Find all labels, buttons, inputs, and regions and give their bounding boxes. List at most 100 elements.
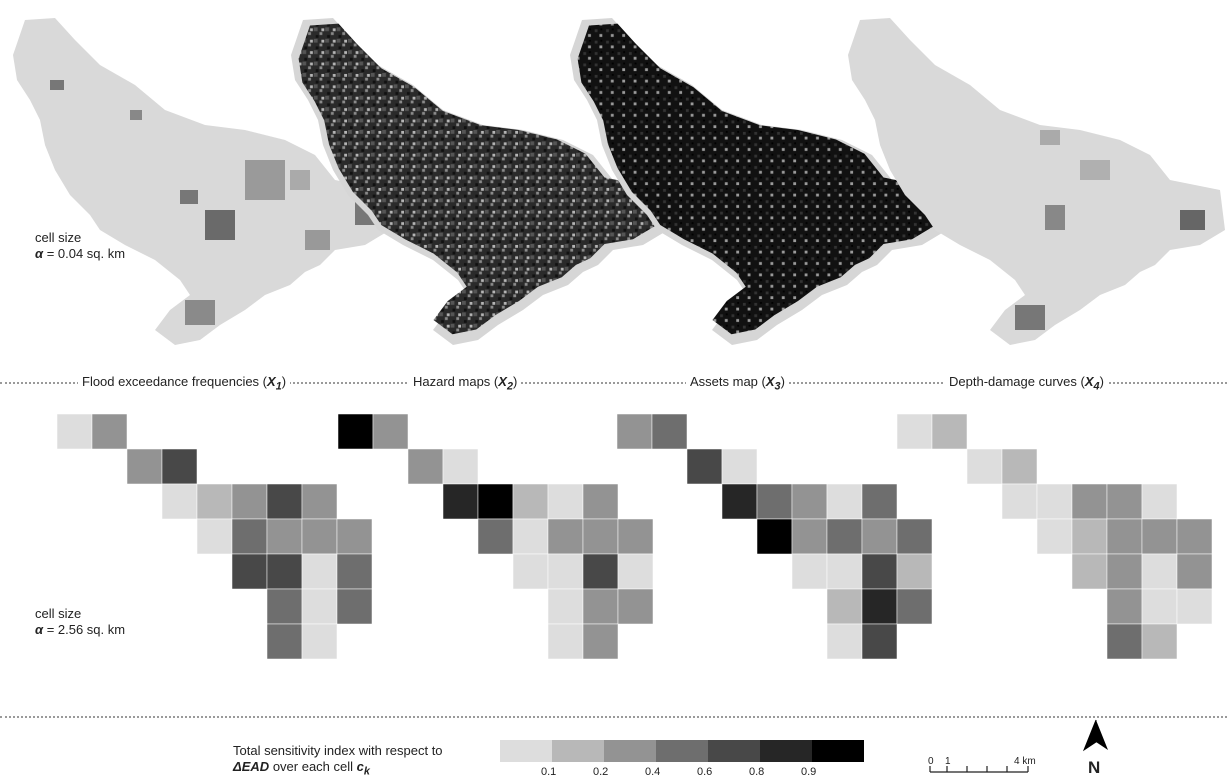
grid-cell xyxy=(266,623,303,660)
grid-cell xyxy=(721,448,758,485)
panel-title-x4: Depth-damage curves (X4) xyxy=(945,374,1108,393)
fine-map-x4 xyxy=(848,18,1225,345)
grid-cell xyxy=(826,553,863,590)
grid-cell xyxy=(512,553,549,590)
grid-cell xyxy=(1141,623,1178,660)
grid-cell xyxy=(231,483,268,520)
grid-cell xyxy=(896,588,933,625)
panel-title-x2: Hazard maps (X2) xyxy=(409,374,522,393)
coarse-grid-x2 xyxy=(337,413,654,660)
grid-cell xyxy=(547,553,584,590)
scale-label-1: 1 xyxy=(945,756,951,767)
grid-cell xyxy=(1141,588,1178,625)
grid-cell xyxy=(1106,518,1143,555)
grid-cell xyxy=(512,483,549,520)
grid-cell xyxy=(266,588,303,625)
grid-cell xyxy=(791,483,828,520)
panel-title-x3: Assets map (X3) xyxy=(686,374,789,393)
grid-cell xyxy=(547,623,584,660)
grid-cell xyxy=(582,518,619,555)
legend-colorbar xyxy=(500,740,864,762)
grid-cell xyxy=(161,448,198,485)
grid-cell xyxy=(442,448,479,485)
grid-cell xyxy=(266,553,303,590)
grid-cell xyxy=(336,518,373,555)
coarse-alpha-label: α = 2.56 sq. km xyxy=(35,622,126,637)
grid-cell xyxy=(547,518,584,555)
grid-cell xyxy=(196,483,233,520)
grid-cell xyxy=(582,588,619,625)
grid-cell xyxy=(337,413,374,450)
grid-cell xyxy=(826,483,863,520)
grid-cell xyxy=(617,518,654,555)
grid-cell xyxy=(301,623,338,660)
grid-cell xyxy=(1106,623,1143,660)
scale-label-4km: 4 km xyxy=(1014,756,1036,767)
grid-cell xyxy=(512,518,549,555)
grid-cell xyxy=(547,588,584,625)
legend-tick: 0.8 xyxy=(749,766,765,778)
north-label: N xyxy=(1088,758,1101,777)
grid-cell xyxy=(231,518,268,555)
grid-cell xyxy=(826,623,863,660)
grid-cell xyxy=(1036,518,1073,555)
grid-cell xyxy=(651,413,688,450)
grid-cell xyxy=(1036,483,1073,520)
grid-cell xyxy=(336,588,373,625)
legend-tick: 0.6 xyxy=(697,766,713,778)
grid-cell xyxy=(861,518,898,555)
legend-tick: 0.1 xyxy=(541,766,557,778)
grid-cell xyxy=(861,588,898,625)
grid-cell xyxy=(1071,518,1108,555)
grid-cell xyxy=(1141,553,1178,590)
grid-cell xyxy=(582,483,619,520)
grid-cell xyxy=(442,483,479,520)
grid-cell xyxy=(1071,553,1108,590)
grid-cell xyxy=(336,553,373,590)
grid-cell xyxy=(301,518,338,555)
grid-cell xyxy=(896,413,933,450)
grid-cell xyxy=(1001,448,1038,485)
grid-cell xyxy=(126,448,163,485)
grid-cell xyxy=(91,413,128,450)
grid-cell xyxy=(301,483,338,520)
grid-cell xyxy=(791,518,828,555)
legend-tick: 0.2 xyxy=(593,766,609,778)
coarse-grid-x1 xyxy=(56,413,373,660)
grid-cell xyxy=(616,413,653,450)
legend-separator xyxy=(0,716,1227,718)
grid-cell xyxy=(1141,518,1178,555)
grid-cell xyxy=(301,588,338,625)
grid-cell xyxy=(861,483,898,520)
legend-swatch xyxy=(708,740,760,762)
grid-cell xyxy=(266,518,303,555)
legend-swatch xyxy=(500,740,552,762)
grid-cell xyxy=(791,553,828,590)
coarse-cell-size-label: cell size xyxy=(35,606,82,621)
scale-bar xyxy=(929,766,1029,773)
grid-cell xyxy=(826,518,863,555)
grid-cell xyxy=(1176,518,1213,555)
grid-cell xyxy=(1071,483,1108,520)
panel-title-separator xyxy=(0,382,1227,384)
grid-cell xyxy=(721,483,758,520)
grid-cell xyxy=(1176,588,1213,625)
legend-swatch xyxy=(760,740,812,762)
grid-cell xyxy=(547,483,584,520)
grid-cell xyxy=(477,518,514,555)
grid-cell xyxy=(161,483,198,520)
grid-cell xyxy=(582,623,619,660)
grid-cell xyxy=(1141,483,1178,520)
grid-cell xyxy=(861,623,898,660)
grid-cell xyxy=(896,518,933,555)
panel-title-x1: Flood exceedance frequencies (X1) xyxy=(78,374,291,393)
grid-cell xyxy=(266,483,303,520)
legend-tick: 0.4 xyxy=(645,766,661,778)
grid-cell xyxy=(861,553,898,590)
grid-cell xyxy=(582,553,619,590)
grid-cell xyxy=(56,413,93,450)
fine-alpha-label: α = 0.04 sq. km xyxy=(35,246,126,261)
coarse-grid-x4 xyxy=(896,413,1213,660)
grid-cell xyxy=(1106,553,1143,590)
